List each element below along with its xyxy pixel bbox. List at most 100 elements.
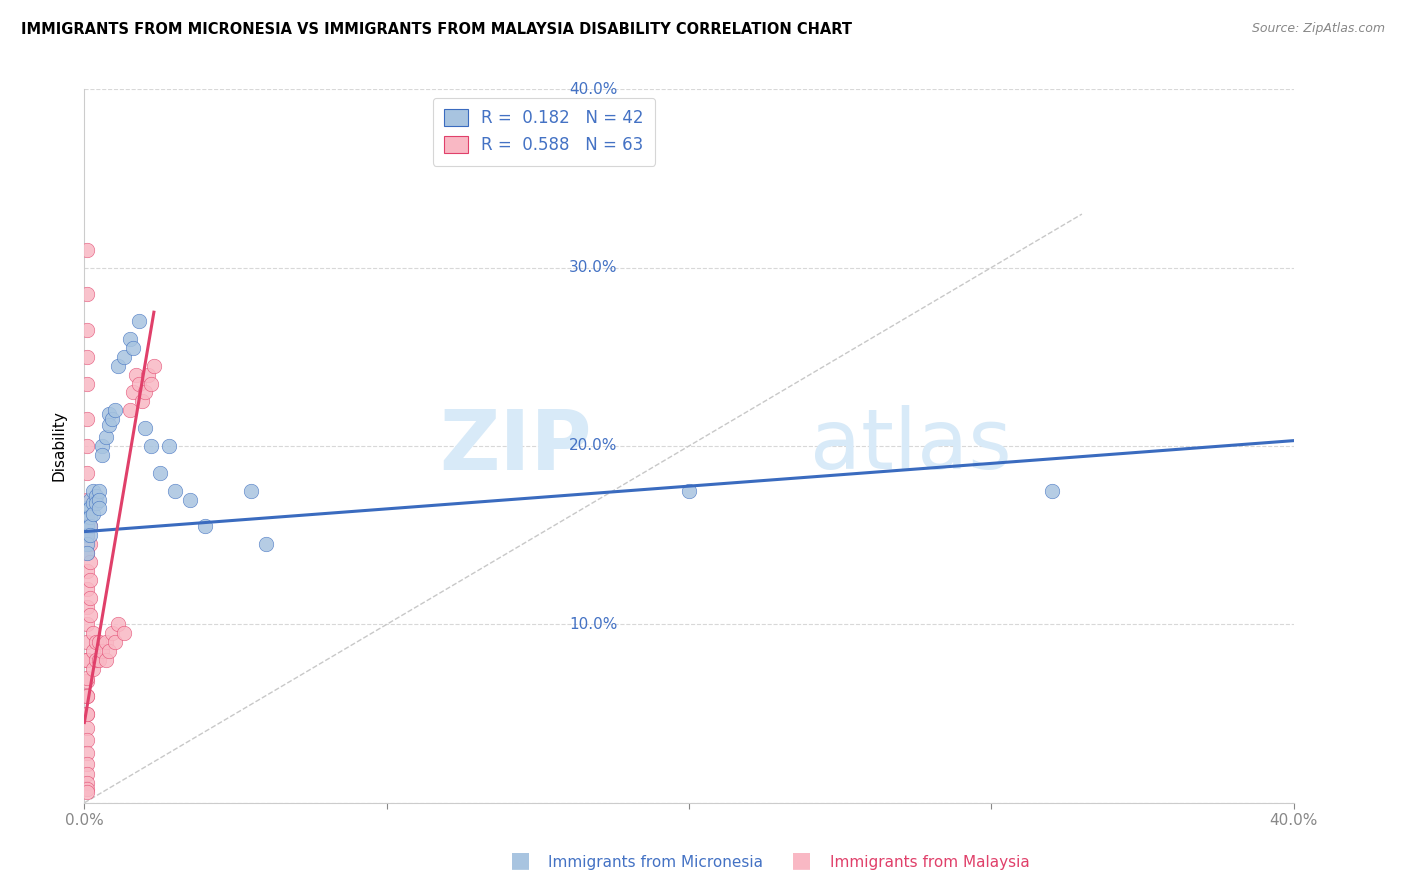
Point — [121, 385, 143, 400]
Point — [76, 350, 98, 364]
Point — [76, 323, 98, 337]
Point — [89, 653, 111, 667]
Point — [118, 403, 141, 417]
Point — [100, 626, 122, 640]
Point — [239, 483, 262, 498]
Point — [134, 421, 156, 435]
Point — [89, 501, 111, 516]
Point — [76, 653, 98, 667]
Point — [86, 496, 108, 510]
Text: 30.0%: 30.0% — [569, 260, 617, 275]
Point — [91, 439, 114, 453]
Text: 10.0%: 10.0% — [569, 617, 617, 632]
Point — [139, 376, 162, 391]
Point — [76, 674, 98, 689]
Point — [76, 439, 98, 453]
Point — [142, 359, 165, 373]
Point — [76, 776, 98, 790]
Point — [86, 653, 108, 667]
Point — [76, 546, 98, 560]
Point — [76, 653, 98, 667]
Point — [76, 721, 98, 735]
Point — [79, 608, 101, 623]
Point — [76, 689, 98, 703]
Point — [157, 439, 180, 453]
Point — [79, 492, 101, 507]
Point — [194, 519, 217, 533]
Point — [76, 767, 98, 781]
Point — [97, 417, 120, 432]
Point — [76, 492, 98, 507]
Point — [76, 412, 98, 426]
Point — [136, 368, 159, 382]
Point — [118, 332, 141, 346]
Text: Immigrants from Micronesia: Immigrants from Micronesia — [548, 855, 763, 870]
Point — [139, 439, 162, 453]
Point — [121, 341, 143, 355]
Point — [82, 662, 104, 676]
Point — [76, 689, 98, 703]
Point — [104, 403, 127, 417]
Point — [97, 644, 120, 658]
Point — [79, 537, 101, 551]
Point — [76, 466, 98, 480]
Point — [104, 635, 127, 649]
Point — [134, 385, 156, 400]
Point — [179, 492, 201, 507]
Point — [76, 785, 98, 799]
Point — [76, 781, 98, 796]
Point — [76, 528, 98, 542]
Point — [254, 537, 277, 551]
Point — [89, 483, 111, 498]
Point — [76, 528, 98, 542]
Point — [76, 582, 98, 596]
Point — [76, 243, 98, 257]
Point — [76, 706, 98, 721]
Point — [76, 287, 98, 301]
Point — [128, 314, 150, 328]
Point — [107, 359, 129, 373]
Point — [94, 653, 117, 667]
Point — [76, 617, 98, 632]
Point — [1040, 483, 1063, 498]
Point — [112, 626, 135, 640]
Point — [125, 368, 148, 382]
Point — [76, 519, 98, 533]
Text: Source: ZipAtlas.com: Source: ZipAtlas.com — [1251, 22, 1385, 36]
Point — [76, 733, 98, 747]
Point — [76, 546, 98, 560]
Point — [107, 617, 129, 632]
Legend: R =  0.182   N = 42, R =  0.588   N = 63: R = 0.182 N = 42, R = 0.588 N = 63 — [433, 97, 655, 166]
Point — [94, 635, 117, 649]
Point — [76, 510, 98, 524]
Text: ■: ■ — [792, 850, 811, 870]
Point — [79, 519, 101, 533]
Point — [79, 573, 101, 587]
Point — [79, 528, 101, 542]
Point — [91, 644, 114, 658]
Text: ■: ■ — [510, 850, 530, 870]
Point — [128, 376, 150, 391]
Point — [163, 483, 186, 498]
Point — [79, 510, 101, 524]
Text: atlas: atlas — [810, 406, 1011, 486]
Point — [76, 564, 98, 578]
Point — [86, 489, 108, 503]
Y-axis label: Disability: Disability — [51, 410, 66, 482]
Point — [76, 537, 98, 551]
Point — [94, 430, 117, 444]
Point — [149, 466, 172, 480]
Point — [76, 671, 98, 685]
Point — [76, 706, 98, 721]
Point — [76, 501, 98, 516]
Point — [82, 507, 104, 521]
Point — [82, 496, 104, 510]
Text: Immigrants from Malaysia: Immigrants from Malaysia — [830, 855, 1029, 870]
Point — [76, 599, 98, 614]
Point — [79, 555, 101, 569]
Point — [79, 591, 101, 605]
Point — [112, 350, 135, 364]
Text: IMMIGRANTS FROM MICRONESIA VS IMMIGRANTS FROM MALAYSIA DISABILITY CORRELATION CH: IMMIGRANTS FROM MICRONESIA VS IMMIGRANTS… — [21, 22, 852, 37]
Point — [86, 635, 108, 649]
Point — [678, 483, 700, 498]
